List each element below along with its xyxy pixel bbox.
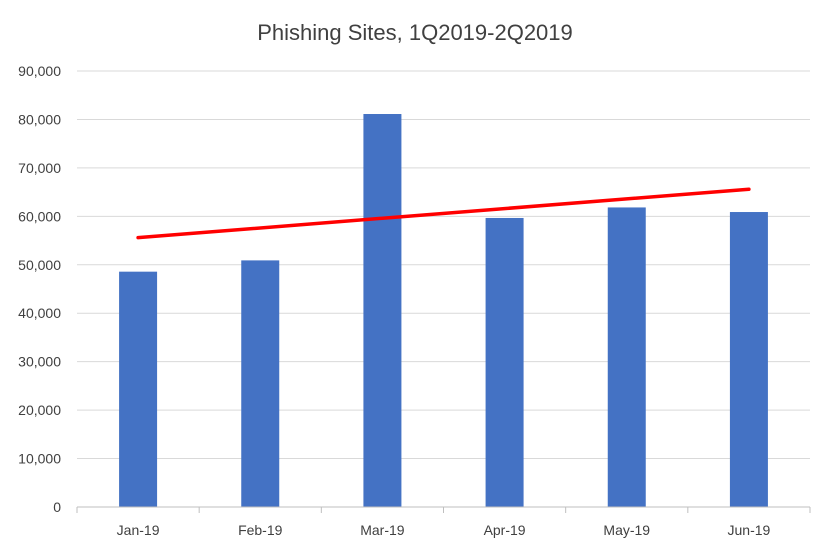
y-tick-label: 60,000 <box>18 208 61 224</box>
y-tick-label: 20,000 <box>18 402 61 418</box>
x-tick-label: May-19 <box>603 522 650 538</box>
x-tick-label: Mar-19 <box>360 522 405 538</box>
bars <box>119 114 768 508</box>
y-tick-label: 50,000 <box>18 257 61 273</box>
y-axis-ticks: 0 10,000 20,000 30,000 40,000 50,000 60,000 70,… <box>18 63 61 515</box>
y-tick-label: 40,000 <box>18 305 61 321</box>
gridlines <box>77 70 810 460</box>
bar-jun-19 <box>729 212 768 508</box>
y-tick-label: 70,000 <box>18 160 61 176</box>
y-tick-label: 30,000 <box>18 354 61 370</box>
x-tick-label: Jan-19 <box>117 522 160 538</box>
bar-mar-19 <box>363 114 402 508</box>
bar-apr-19 <box>485 217 524 507</box>
y-tick-label: 0 <box>53 499 61 515</box>
y-tick-label: 90,000 <box>18 63 61 79</box>
chart-title: Phishing Sites, 1Q2019-2Q2019 <box>257 20 573 45</box>
y-tick-label: 80,000 <box>18 111 61 127</box>
trendline <box>136 187 751 240</box>
bar-feb-19 <box>241 260 280 507</box>
x-tick-label: Jun-19 <box>728 522 771 538</box>
y-tick-label: 10,000 <box>18 451 61 467</box>
x-tick-label: Feb-19 <box>238 522 283 538</box>
x-tick-label: Apr-19 <box>484 522 526 538</box>
bar-jan-19 <box>119 271 158 507</box>
bar-may-19 <box>607 207 646 507</box>
x-axis-ticks: Jan-19 Feb-19 Mar-19 Apr-19 May-19 Jun-19 <box>76 507 811 538</box>
